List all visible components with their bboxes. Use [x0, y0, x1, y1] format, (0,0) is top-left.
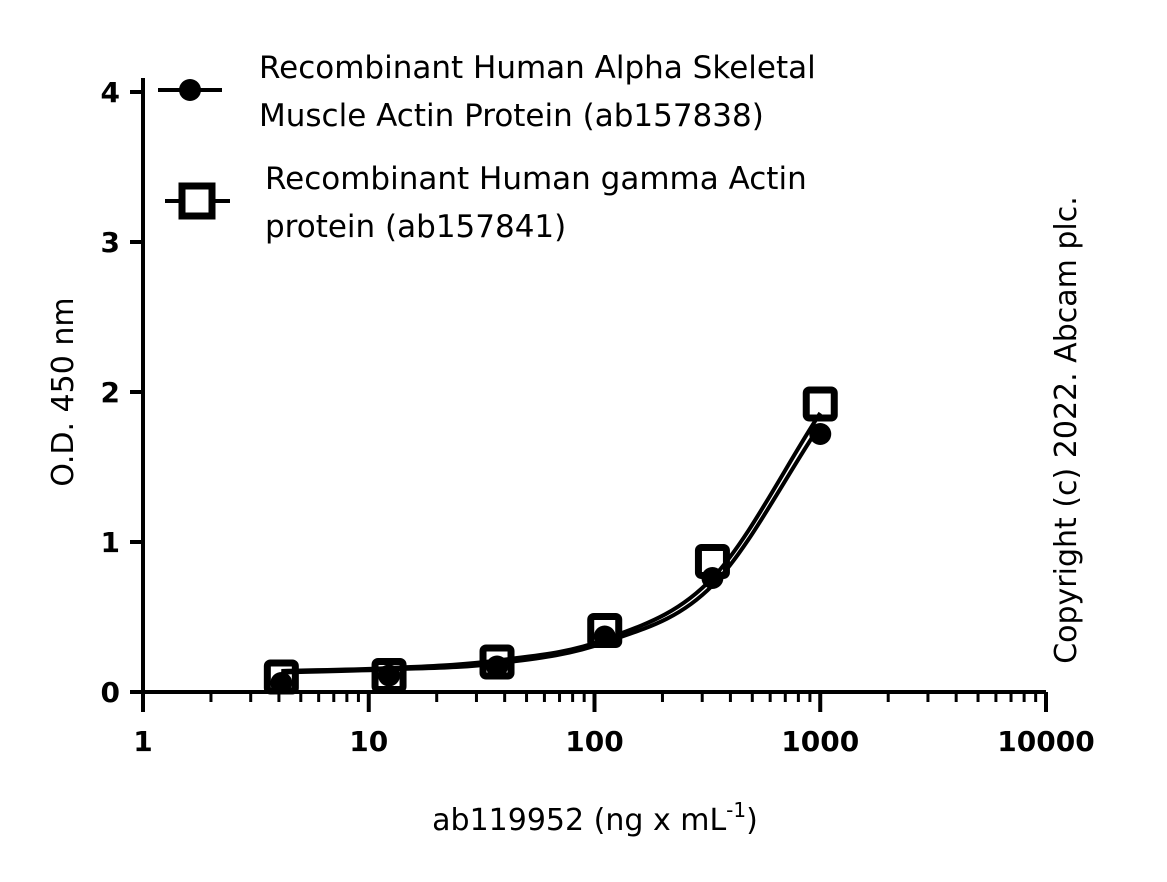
x-axis-label-suffix: ) — [746, 803, 758, 838]
legend-label-line2: Muscle Actin Protein (ab157838) — [259, 98, 764, 134]
legend-marker-open-square — [178, 182, 216, 220]
x-tick-label: 1000 — [781, 725, 859, 758]
y-tick-label: 1 — [101, 526, 120, 559]
data-point-filled-circle — [593, 625, 616, 648]
fit-curves — [281, 411, 822, 675]
x-axis-label: ab119952 (ng x mL-1) — [432, 798, 758, 838]
data-point-filled-circle — [378, 664, 401, 687]
legend: Recombinant Human Alpha Skeletal Muscle … — [158, 50, 816, 245]
data-point-filled-circle — [486, 655, 509, 678]
y-tick-label: 2 — [101, 376, 120, 409]
x-axis-label-superscript: -1 — [726, 798, 746, 822]
y-tick-label: 4 — [101, 76, 120, 109]
y-tick-label: 0 — [101, 676, 120, 709]
data-points — [263, 386, 838, 695]
fit-curve-series-1 — [281, 423, 822, 675]
legend-item-gamma-actin: Recombinant Human gamma Actin protein (a… — [165, 161, 807, 245]
y-ticks: 0 1 2 3 4 — [101, 76, 143, 709]
data-point-filled-circle — [701, 567, 724, 589]
x-tick-label: 10000 — [997, 725, 1094, 758]
y-tick-label: 3 — [101, 226, 120, 259]
legend-label-line1: Recombinant Human Alpha Skeletal — [259, 50, 816, 86]
legend-label-line1: Recombinant Human gamma Actin — [265, 161, 807, 197]
legend-item-alpha-actin: Recombinant Human Alpha Skeletal Muscle … — [158, 50, 816, 134]
x-ticks: 1 10 100 1000 10000 — [133, 692, 1095, 758]
legend-label-line2: protein (ab157841) — [265, 209, 566, 245]
x-tick-label: 1 — [133, 725, 152, 758]
data-point-open-square — [371, 658, 407, 693]
y-axis-label: O.D. 450 nm — [46, 297, 81, 486]
copyright-text: Copyright (c) 2022. Abcam plc. — [1049, 196, 1084, 664]
legend-marker-filled-circle — [179, 79, 201, 101]
x-tick-label: 10 — [349, 725, 388, 758]
fit-curve-series-2 — [281, 411, 822, 673]
data-point-filled-circle — [270, 672, 293, 694]
x-axis-label-text: ab119952 (ng x mL — [432, 803, 726, 838]
x-tick-label: 100 — [565, 725, 623, 758]
data-point-filled-circle — [809, 423, 832, 445]
data-point-open-square — [802, 386, 838, 422]
